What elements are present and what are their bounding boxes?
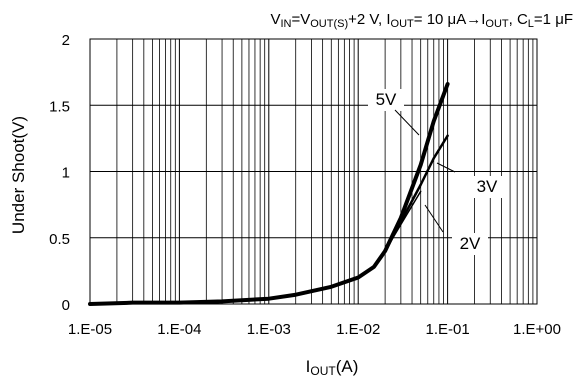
x-axis-label-main: I <box>306 357 311 376</box>
x-tick-label: 1.E-01 <box>425 321 469 338</box>
x-tick-label: 1.E+00 <box>513 321 561 338</box>
chart-title-text: = 10 μA→I <box>414 11 486 28</box>
annotation-label-bg <box>452 233 488 255</box>
chart-title-text: =1 μF <box>534 11 573 28</box>
y-axis-label: Under Shoot(V) <box>9 116 28 234</box>
chart-title-subscript: OUT(S) <box>310 18 348 30</box>
annotation-label-2v: 2V <box>460 234 481 253</box>
chart-title-subscript: OUT <box>485 18 509 30</box>
y-tick-label: 0.5 <box>49 231 70 248</box>
series-lines <box>88 82 450 306</box>
annotation-label-5v: 5V <box>376 90 397 109</box>
y-tick-label: 0 <box>62 297 70 314</box>
x-axis-label: IOUT(A) <box>306 357 359 378</box>
x-axis-label-unit: (A) <box>336 357 359 376</box>
chart-title: VIN=VOUT(S)+2 V, IOUT= 10 μA→IOUT, CL=1 … <box>270 11 573 30</box>
annotations: 5V 3V 2V <box>368 89 505 255</box>
chart-title-text: +2 V, I <box>348 11 390 28</box>
annotation-label-3v: 3V <box>477 177 498 196</box>
annotation-label-bg <box>469 176 505 198</box>
annotation-leader-line <box>394 109 420 136</box>
chart-title-text: , C <box>509 11 528 28</box>
x-tick-label: 1.E-05 <box>68 321 112 338</box>
x-tick-label: 1.E-04 <box>157 321 201 338</box>
chart-title-subscript: IN <box>280 18 291 30</box>
y-tick-label: 1.5 <box>49 98 70 115</box>
y-tick-label: 2 <box>62 32 70 49</box>
tick-labels: 1.E-05 1.E-04 1.E-03 1.E-02 1.E-01 1.E+00 0 0.5… <box>49 32 561 338</box>
grid <box>89 38 538 305</box>
chart-title-text: V <box>270 11 280 28</box>
x-tick-label: 1.E-03 <box>247 321 291 338</box>
annotation-label-bg <box>368 89 404 111</box>
y-tick-label: 1 <box>62 165 70 182</box>
series-line-2v <box>89 190 422 305</box>
x-tick-label: 1.E-02 <box>336 321 380 338</box>
chart-title-subscript: L <box>528 18 534 30</box>
x-axis-label-sub: OUT <box>310 364 336 378</box>
annotation-leader-line <box>424 204 444 233</box>
chart-title-text: =V <box>291 11 310 28</box>
annotation-leader-line <box>436 162 456 173</box>
chart-title-subscript: OUT <box>391 18 415 30</box>
